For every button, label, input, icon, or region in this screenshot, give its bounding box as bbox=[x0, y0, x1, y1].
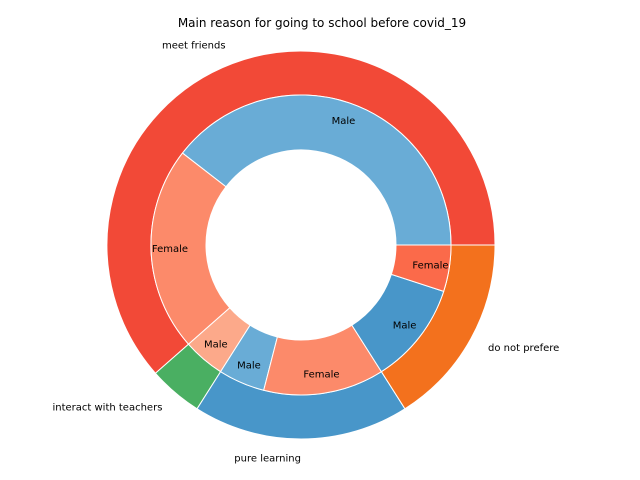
inner-label-male-do-not-prefere: Male bbox=[393, 320, 417, 331]
inner-labels: Male Female Male Male Female Male Female bbox=[152, 116, 449, 380]
inner-label-male-pure-learning: Male bbox=[237, 360, 261, 371]
inner-slice-male-meet-friends bbox=[181, 94, 452, 246]
outer-label-pure-learning: pure learning bbox=[234, 453, 301, 464]
inner-slice-female-do-not-prefere bbox=[390, 244, 452, 292]
outer-label-do-not-prefere: do not prefere bbox=[488, 343, 559, 354]
outer-labels: meet friends interact with teachers pure l… bbox=[52, 40, 559, 464]
inner-label-male-interact-with-teachers: Male bbox=[204, 340, 228, 351]
inner-label-male-meet-friends: Male bbox=[332, 116, 356, 127]
inner-label-female-meet-friends: Female bbox=[152, 244, 188, 255]
outer-label-interact-with-teachers: interact with teachers bbox=[52, 402, 162, 413]
inner-label-female-pure-learning: Female bbox=[303, 369, 339, 380]
chart-title: Main reason for going to school before c… bbox=[178, 16, 466, 30]
outer-label-meet-friends: meet friends bbox=[162, 40, 226, 51]
inner-ring bbox=[150, 94, 452, 396]
inner-label-female-do-not-prefere: Female bbox=[412, 261, 448, 272]
